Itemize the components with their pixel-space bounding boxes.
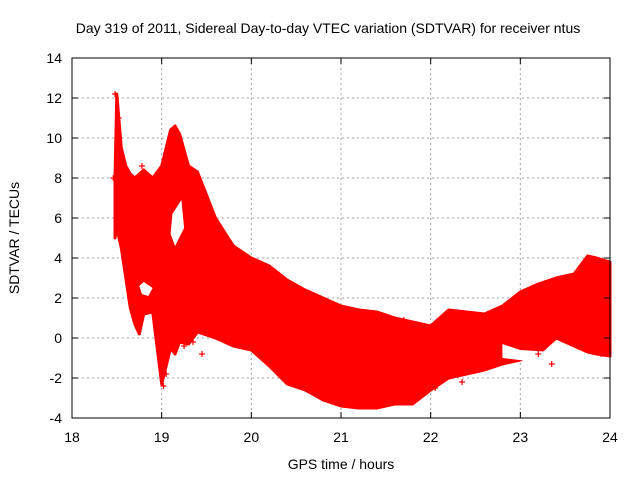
data-point (131, 237, 138, 243)
y-tick-label: 8 (54, 170, 62, 186)
y-tick-label: 10 (46, 130, 62, 146)
x-tick-label: 20 (244, 429, 260, 445)
y-tick-label: 6 (54, 210, 62, 226)
data-point (598, 351, 605, 357)
x-tick-label: 24 (602, 429, 618, 445)
data-point (138, 163, 145, 169)
data-point (199, 351, 206, 357)
data-point (110, 175, 117, 181)
y-tick-label: -4 (50, 410, 63, 426)
data-point (400, 317, 407, 323)
y-tick-label: -2 (50, 370, 63, 386)
data-point (133, 321, 140, 327)
data-point (548, 361, 555, 367)
data-point (535, 351, 542, 357)
data-point (160, 383, 167, 389)
data-point (459, 379, 466, 385)
band-gap (170, 200, 185, 246)
data-point (115, 115, 122, 121)
data-point (163, 371, 170, 377)
chart-title: Day 319 of 2011, Sidereal Day-to-day VTE… (76, 20, 580, 36)
x-tick-label: 21 (333, 429, 349, 445)
y-tick-label: 14 (46, 50, 62, 66)
y-tick-label: 0 (54, 330, 62, 346)
data-point (112, 91, 119, 97)
data-point (142, 183, 149, 189)
y-tick-label: 4 (54, 250, 62, 266)
y-tick-label: 12 (46, 90, 62, 106)
x-tick-label: 19 (154, 429, 170, 445)
y-axis-label: SDTVAR / TECUs (6, 182, 22, 294)
band-gap (139, 282, 153, 296)
y-tick-label: 2 (54, 290, 62, 306)
data-point (181, 343, 188, 349)
x-tick-label: 22 (423, 429, 439, 445)
x-tick-label: 18 (64, 429, 80, 445)
x-tick-label: 23 (513, 429, 529, 445)
data-point (432, 385, 439, 391)
x-axis-label: GPS time / hours (288, 456, 395, 472)
band-gap (502, 344, 552, 364)
data-point (190, 339, 197, 345)
axis-ticks (71, 57, 611, 419)
